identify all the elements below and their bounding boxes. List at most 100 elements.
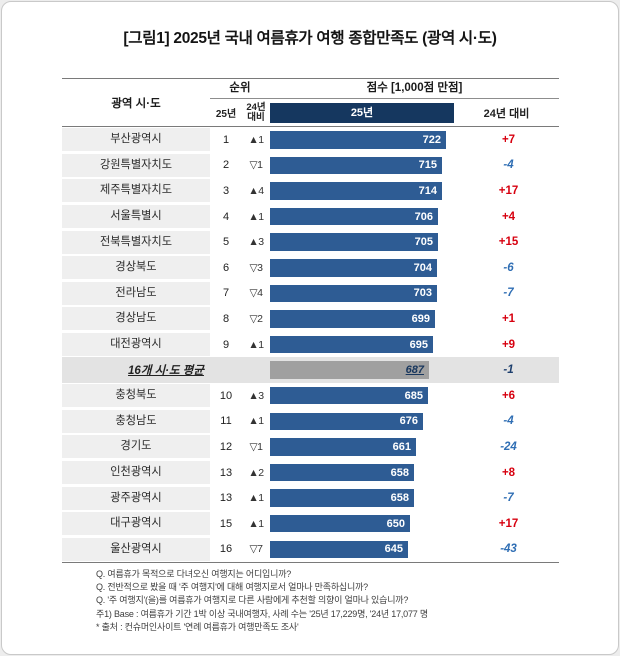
region-label: 인천광역시 <box>62 461 210 485</box>
score-bar-cell: 695 <box>270 332 458 358</box>
rank-change: ▲1 <box>248 415 264 428</box>
table-header: 광역 시·도 순위 25년 24년 대비 점수 [1,000점 만점] 25년 … <box>62 78 559 127</box>
score-bar-cell: 685 <box>270 383 458 409</box>
table-row: 제주특별자치도 3 ▲4 714 +17 <box>62 178 559 204</box>
region-label: 부산광역시 <box>62 128 210 152</box>
score-change: -7 <box>503 287 514 300</box>
score-bar-cell: 714 <box>270 178 458 204</box>
rank-value: 16 <box>219 543 233 556</box>
rank-change: ▲3 <box>248 389 264 402</box>
score-bar-cell: 658 <box>270 485 458 511</box>
score-bar: 685 <box>270 386 428 405</box>
satisfaction-table: 광역 시·도 순위 25년 24년 대비 점수 [1,000점 만점] 25년 … <box>62 78 559 564</box>
score-bar-cell: 703 <box>270 281 458 307</box>
rank-value: 5 <box>222 236 230 249</box>
header-region: 광역 시·도 <box>111 97 161 110</box>
footnote: Q. 여름휴가 목적으로 다녀오신 여행지는 어디입니까? <box>96 569 292 579</box>
region-label: 제주특별자치도 <box>62 179 210 203</box>
region-label: 경상북도 <box>62 256 210 280</box>
table-row: 전북특별자치도 5 ▲3 705 +15 <box>62 229 559 255</box>
table-row: 강원특별자치도 2 ▽1 715 -4 <box>62 153 559 179</box>
score-bar-cell: 650 <box>270 511 458 537</box>
table-row: 대구광역시 15 ▲1 650 +17 <box>62 511 559 537</box>
rank-value: 13 <box>219 466 233 479</box>
header-score-2025: 25년 <box>270 102 454 123</box>
header-score-title: 점수 [1,000점 만점] <box>270 79 559 99</box>
region-label: 전라남도 <box>62 281 210 305</box>
rank-value: 9 <box>222 338 230 351</box>
score-change: -4 <box>503 415 514 428</box>
header-score-vs2024: 24년 대비 <box>483 107 530 120</box>
score-change: -7 <box>503 492 514 505</box>
header-score-subrow: 25년 24년 대비 <box>270 99 559 126</box>
score-bar-cell: 715 <box>270 153 458 179</box>
table-row: 전라남도 7 ▽4 703 -7 <box>62 281 559 307</box>
table-row: 경기도 12 ▽1 661 -24 <box>62 434 559 460</box>
rank-change: ▽7 <box>249 543 263 556</box>
table-row: 충청남도 11 ▲1 676 -4 <box>62 409 559 435</box>
score-bar: 676 <box>270 412 423 431</box>
region-label: 광주광역시 <box>62 486 210 510</box>
score-bar-cell: 722 <box>270 127 458 153</box>
rank-value: 12 <box>219 440 233 453</box>
footnote: Q. '주 여행지'(을)를 여름휴가 여행지로 다른 사람에게 추천할 의향이… <box>96 595 409 606</box>
rank-value: 7 <box>222 287 230 300</box>
score-change: +17 <box>498 184 519 197</box>
score-bar: 706 <box>270 207 438 226</box>
score-bar: 715 <box>270 156 442 175</box>
score-bar-cell: 706 <box>270 204 458 230</box>
rank-change: ▲1 <box>248 492 264 505</box>
score-bar: 704 <box>270 259 437 277</box>
header-rank-title: 순위 <box>210 79 270 99</box>
score-bar: 658 <box>270 463 414 482</box>
score-bar: 661 <box>270 438 416 456</box>
score-change: +6 <box>501 389 516 402</box>
header-score-group: 점수 [1,000점 만점] 25년 24년 대비 <box>270 79 559 126</box>
header-rank-vs2024: 24년 대비 <box>246 102 266 123</box>
score-bar: 703 <box>270 284 437 303</box>
rank-change: ▲1 <box>248 133 264 146</box>
table-row: 서울특별시 4 ▲1 706 +4 <box>62 204 559 230</box>
rank-change: ▲1 <box>248 210 264 223</box>
table-row: 울산광역시 16 ▽7 645 -43 <box>62 537 559 563</box>
rank-change: ▲1 <box>248 338 264 351</box>
rank-change: ▽1 <box>249 440 263 453</box>
score-change: -24 <box>500 440 517 453</box>
rank-value: 4 <box>222 210 230 223</box>
score-change: -4 <box>503 159 514 172</box>
header-rank-subrow: 25년 24년 대비 <box>210 99 270 126</box>
region-label: 충청남도 <box>62 409 210 433</box>
table-row: 광주광역시 13 ▲1 658 -7 <box>62 485 559 511</box>
average-label: 16개 시·도 평균 <box>128 365 204 378</box>
rank-change: ▽4 <box>249 287 263 300</box>
rank-change: ▽1 <box>249 159 263 172</box>
rank-change: ▲4 <box>248 184 264 197</box>
average-score-change: -1 <box>503 364 514 377</box>
score-bar-cell: 645 <box>270 537 458 563</box>
rank-value: 10 <box>219 389 233 402</box>
region-label: 경상남도 <box>62 307 210 331</box>
header-rank-group: 순위 25년 24년 대비 <box>210 79 270 126</box>
region-label: 서울특별시 <box>62 205 210 229</box>
score-bar: 695 <box>270 335 433 354</box>
rank-value: 15 <box>219 517 233 530</box>
rank-value: 2 <box>222 159 230 172</box>
score-change: -43 <box>500 543 517 556</box>
table-row: 경상남도 8 ▽2 699 +1 <box>62 306 559 332</box>
rank-change: ▲3 <box>248 236 264 249</box>
table-row: 충청북도 10 ▲3 685 +6 <box>62 383 559 409</box>
average-bar: 687 <box>270 361 429 379</box>
table-row: 대전광역시 9 ▲1 695 +9 <box>62 332 559 358</box>
rank-value: 1 <box>222 133 230 146</box>
rank-change: ▲2 <box>248 466 264 479</box>
figure-title: [그림1] 2025년 국내 여름휴가 여행 종합만족도 (광역 시·도) <box>123 30 497 47</box>
footnote: * 출처 : 컨슈머인사이트 '연례 여름휴가 여행만족도 조사' <box>96 621 299 632</box>
region-label: 강원특별자치도 <box>62 153 210 177</box>
score-bar: 714 <box>270 182 442 200</box>
score-bar-cell: 676 <box>270 409 458 435</box>
table-body: 부산광역시 1 ▲1 722 +7 강원특별자치도 2 ▽1 715 -4 제주특별자치도 3 ▲4 71… <box>62 127 559 564</box>
table-row: 인천광역시 13 ▲2 658 +8 <box>62 460 559 486</box>
rank-change: ▽2 <box>249 312 263 325</box>
score-change: +17 <box>498 517 519 530</box>
score-bar-cell: 658 <box>270 460 458 486</box>
